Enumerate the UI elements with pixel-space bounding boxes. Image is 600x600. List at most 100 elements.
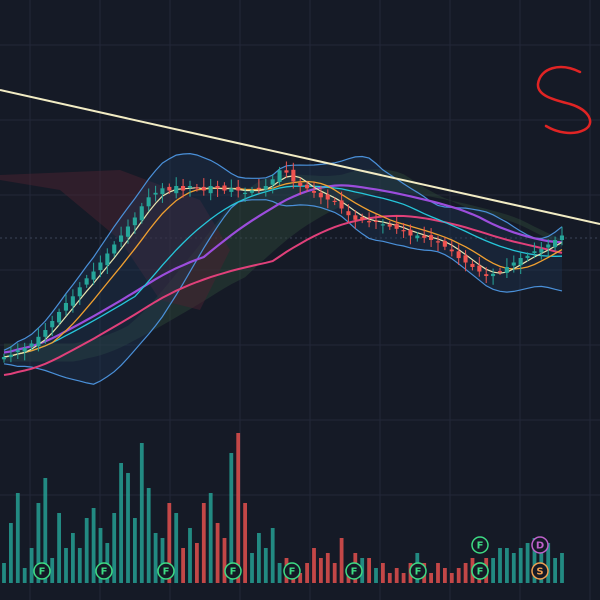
volume-bar (298, 573, 303, 583)
volume-bar (436, 563, 440, 583)
candle-body (91, 271, 96, 280)
event-marker-label: F (163, 567, 170, 578)
volume-bar (112, 513, 117, 583)
candle-body (525, 255, 530, 259)
volume-bars (2, 433, 564, 583)
candle-body (132, 217, 137, 226)
candle (29, 340, 34, 350)
volume-bar (188, 528, 192, 583)
candle-body (236, 186, 241, 191)
candle-body (367, 221, 372, 223)
candle (153, 185, 158, 202)
volume-bar (22, 568, 27, 583)
event-marker[interactable]: F (95, 562, 113, 580)
volume-bar (160, 538, 165, 583)
candle (174, 177, 179, 199)
event-marker[interactable]: F (345, 562, 363, 580)
candle-body (243, 192, 248, 194)
event-marker-circle (345, 562, 363, 580)
event-marker-label: F (39, 567, 46, 578)
candle-body (15, 350, 20, 353)
candle-body (1, 357, 6, 360)
trendline-drawing[interactable] (0, 89, 600, 225)
candle (373, 213, 378, 229)
candle-body (84, 278, 89, 285)
candle (270, 174, 275, 194)
volume-bar (50, 558, 55, 583)
candle-body (463, 255, 468, 263)
volume-bar (305, 563, 309, 583)
candle (497, 267, 502, 275)
ichimoku-cloud (0, 169, 562, 362)
event-marker[interactable]: D (531, 536, 549, 554)
candle-body (373, 220, 378, 222)
volume-bar (201, 503, 206, 583)
event-marker[interactable]: F (471, 562, 489, 580)
candle (504, 258, 509, 278)
volume-bar (367, 558, 371, 583)
volume-bar (119, 463, 123, 583)
candle (277, 166, 282, 186)
candle-body (346, 211, 351, 216)
candle-body (380, 224, 385, 226)
candle-body (339, 200, 344, 209)
candle (215, 180, 220, 197)
volume-bar (222, 538, 227, 583)
candle (167, 183, 172, 194)
candle (229, 179, 234, 197)
candle-body (215, 186, 220, 189)
candle-body (146, 197, 151, 207)
candle (284, 161, 289, 178)
candle-body (305, 184, 310, 189)
candle-body (153, 192, 158, 195)
candle (559, 226, 564, 246)
candle (132, 212, 137, 234)
event-marker-circle (409, 562, 427, 580)
event-marker-circle (531, 562, 549, 580)
volume-bar (71, 533, 75, 583)
candle (43, 323, 48, 344)
candle-body (57, 312, 62, 323)
ma-long (3, 214, 563, 376)
candle (553, 236, 558, 251)
candle-body (125, 226, 130, 237)
ma-slow (3, 185, 563, 358)
candle-body (491, 273, 496, 277)
candle-body (201, 186, 206, 191)
volume-bar (139, 443, 144, 583)
event-marker[interactable]: F (33, 562, 51, 580)
event-marker-label: F (101, 567, 108, 578)
event-marker[interactable]: F (471, 536, 489, 554)
candle-body (429, 235, 434, 240)
candle (325, 189, 330, 209)
candle (401, 223, 406, 238)
volume-bar (236, 433, 241, 583)
event-marker[interactable]: F (224, 562, 242, 580)
event-marker[interactable]: S (531, 562, 549, 580)
candle-body (353, 215, 358, 220)
candle-body (546, 244, 551, 248)
candle (422, 226, 427, 243)
event-marker[interactable]: F (409, 562, 427, 580)
candle-body (360, 217, 365, 220)
event-marker-label: F (477, 567, 484, 578)
candle (463, 250, 468, 272)
candle (311, 182, 316, 198)
volume-bar (84, 518, 89, 583)
volume-bar (250, 553, 254, 583)
volume-bar (429, 573, 433, 583)
candle-body (559, 235, 564, 240)
candle (201, 178, 206, 196)
candle (105, 248, 110, 274)
event-marker-label: S (536, 567, 543, 578)
candle-body (249, 190, 254, 193)
event-marker[interactable]: F (283, 562, 301, 580)
event-marker-circle (531, 536, 549, 554)
volume-bar (57, 513, 61, 583)
candle (236, 179, 241, 198)
candle (429, 228, 434, 247)
ma-fast (3, 175, 563, 358)
event-marker[interactable]: F (157, 562, 175, 580)
candle-body (98, 262, 103, 271)
